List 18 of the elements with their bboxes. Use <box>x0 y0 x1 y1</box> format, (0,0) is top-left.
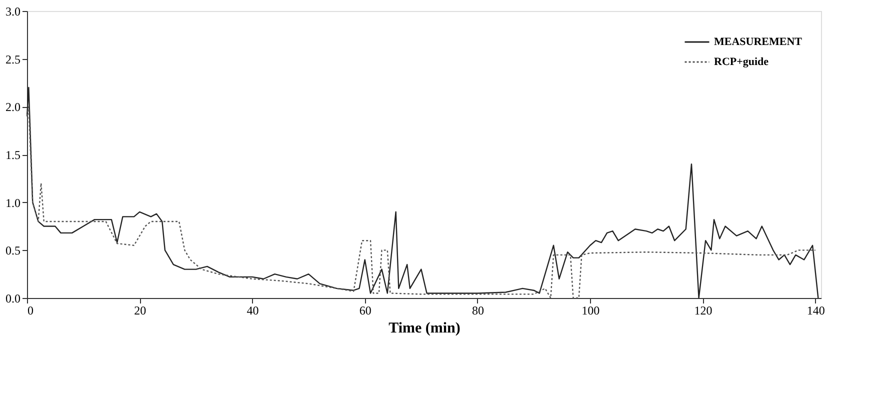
x-tick-label: 100 <box>582 304 600 318</box>
x-tick-label: 60 <box>359 304 372 318</box>
x-tick-label: 80 <box>472 304 484 318</box>
x-tick-label: 20 <box>134 304 146 318</box>
x-tick-label: 0 <box>28 304 34 318</box>
y-tick-label: 1.0 <box>6 196 20 210</box>
y-tick-label: 3.0 <box>6 4 20 18</box>
x-axis-title: Time (min) <box>388 320 460 336</box>
legend-label: MEASUREMENT <box>714 36 803 48</box>
y-tick-label: 2.5 <box>6 52 20 66</box>
x-tick-label: 40 <box>246 304 259 318</box>
y-tick-label: 0.0 <box>6 292 20 306</box>
legend-label: RCP+guide <box>714 56 769 68</box>
y-tick-label: 1.5 <box>6 148 20 162</box>
x-tick-label: 120 <box>694 304 712 318</box>
y-tick-label: 2.0 <box>6 100 20 114</box>
x-tick-label: 140 <box>806 304 825 318</box>
y-tick-label: 0.5 <box>6 244 20 258</box>
